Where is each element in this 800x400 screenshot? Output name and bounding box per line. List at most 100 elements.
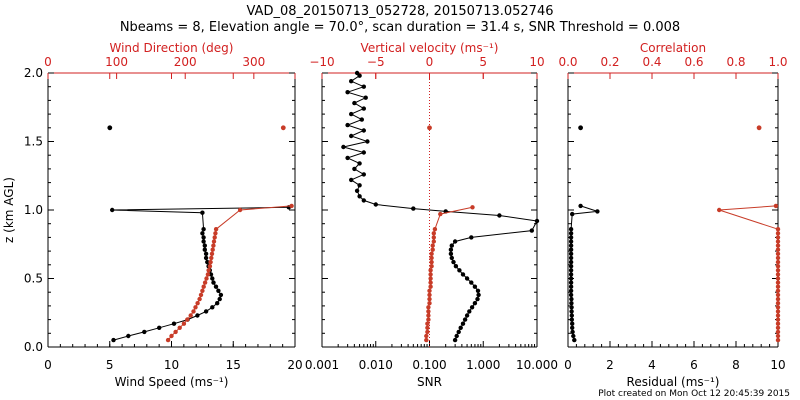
residual-top-tick-label: 0.0 <box>558 55 577 69</box>
wind-isolated-marker <box>107 125 113 131</box>
residual-xtick-label: 6 <box>690 358 698 372</box>
snr-vertical-velocity-point <box>427 301 432 306</box>
wind-wind-direction-point <box>208 259 213 265</box>
residual-residual-point <box>568 227 574 232</box>
snr-snr-point <box>361 128 366 133</box>
residual-residual-point <box>568 280 574 285</box>
snr-snr-point <box>361 198 366 203</box>
snr-snr-point <box>472 284 478 289</box>
residual-residual-point <box>570 329 575 335</box>
snr-snr-point <box>448 247 454 252</box>
residual-top-tick-label: 0.8 <box>726 55 745 69</box>
snr-snr-point <box>349 133 354 139</box>
snr-snr-point <box>464 313 470 318</box>
wind-wind-speed-point <box>202 243 207 248</box>
figure-title-line-1: VAD_08_20150713_052728, 20150713.052746 <box>247 4 554 19</box>
wind-ytick-label: 1.0 <box>24 203 43 217</box>
snr-vertical-velocity-point <box>424 333 429 339</box>
snr-snr-point <box>534 218 540 224</box>
snr-x-axis-label: SNR <box>417 375 442 389</box>
snr-vertical-velocity-point <box>427 288 432 293</box>
wind-wind-direction-point <box>210 247 215 252</box>
residual-correlation-point <box>775 325 781 330</box>
snr-snr-point <box>448 251 454 256</box>
wind-wind-speed-point <box>195 313 200 318</box>
residual-correlation-point <box>717 207 722 213</box>
snr-snr-point <box>454 333 459 339</box>
snr-xtick-label: 0.010 <box>359 358 393 372</box>
wind-wind-direction-point <box>198 292 204 298</box>
wind-ytick-label: 1.5 <box>24 135 43 149</box>
wind-wind-direction-point <box>213 227 219 232</box>
snr-snr-point <box>373 202 378 207</box>
snr-panel: 0.001 0.010 0.100 1.000 10.000 SNR −10 −5 0 5 10 Ve… <box>305 41 558 389</box>
residual-correlation-point <box>775 333 781 339</box>
snr-top-tick-label: 5 <box>479 55 487 69</box>
snr-snr-point <box>349 177 354 183</box>
snr-snr-point <box>363 95 368 100</box>
wind-wind-speed-point <box>208 272 214 277</box>
residual-correlation-point <box>775 317 781 322</box>
wind-wind-speed-point <box>157 325 162 330</box>
wind-wind-direction-point <box>206 268 211 273</box>
wind-xtick-label: 15 <box>226 358 241 372</box>
wind-wind-direction-point <box>165 337 171 343</box>
snr-vertical-velocity-point <box>427 296 432 302</box>
wind-wind-direction-point <box>205 272 211 277</box>
snr-vertical-velocity-point <box>425 321 430 326</box>
snr-vertical-velocity-point <box>429 259 434 265</box>
wind-wind-direction-point <box>181 321 187 326</box>
wind-wind-direction-point <box>169 333 174 339</box>
residual-correlation-point <box>775 288 781 293</box>
snr-xtick-label: 1.000 <box>466 358 500 372</box>
wind-wind-direction-point <box>173 329 178 335</box>
snr-snr-point <box>352 166 357 172</box>
residual-residual-point <box>570 211 575 217</box>
wind-wind-direction-point <box>202 280 208 285</box>
residual-top-tick-label: 1.0 <box>768 55 787 69</box>
snr-snr-point <box>345 90 350 95</box>
residual-xtick-label: 8 <box>732 358 740 372</box>
snr-snr-point <box>462 317 468 322</box>
wind-wind-speed-point <box>210 276 215 281</box>
wind-wind-direction-point <box>207 264 213 269</box>
snr-snr-point <box>464 276 470 281</box>
snr-vertical-velocity-point <box>432 227 438 232</box>
snr-top-axis-label: Vertical velocity (ms⁻¹) <box>361 41 499 55</box>
wind-wind-direction-point <box>201 284 206 289</box>
snr-snr-point <box>361 172 366 177</box>
wind-ytick-label: 0.5 <box>24 272 43 286</box>
snr-vertical-velocity-point <box>429 264 434 269</box>
residual-correlation-point <box>775 251 781 256</box>
residual-residual-point <box>568 276 574 281</box>
snr-snr-point <box>497 213 502 218</box>
snr-snr-point <box>458 325 463 330</box>
snr-isolated-marker <box>427 125 432 131</box>
snr-vertical-velocity-point <box>429 255 434 261</box>
snr-vertical-velocity-point <box>425 325 430 330</box>
residual-correlation-point <box>775 272 781 277</box>
wind-xtick-label: 20 <box>287 358 302 372</box>
residual-residual-point <box>568 255 574 261</box>
residual-correlation-point <box>775 227 781 232</box>
snr-snr-point <box>472 301 478 306</box>
snr-snr-point <box>354 188 360 193</box>
wind-wind-speed-point <box>171 321 177 326</box>
snr-xtick-label: 0.100 <box>412 358 446 372</box>
residual-residual-point <box>568 268 574 273</box>
wind-wind-speed-point <box>200 231 205 236</box>
snr-snr-point <box>457 268 462 273</box>
snr-snr-point <box>345 155 350 161</box>
snr-vertical-velocity-point <box>424 337 429 343</box>
snr-snr-point <box>361 150 366 155</box>
residual-correlation-point <box>775 268 781 273</box>
snr-vertical-velocity-point <box>470 205 475 210</box>
snr-vertical-velocity-point <box>429 251 434 256</box>
wind-wind-speed-point <box>201 227 206 232</box>
snr-vertical-velocity-point <box>426 317 431 322</box>
snr-vertical-velocity-point <box>426 305 431 310</box>
wind-xtick-label: 5 <box>106 358 114 372</box>
wind-wind-speed-line <box>112 206 289 341</box>
residual-residual-line <box>570 205 598 341</box>
